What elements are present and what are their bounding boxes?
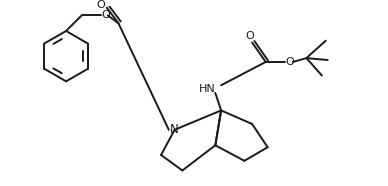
Text: N: N xyxy=(170,123,179,136)
Text: O: O xyxy=(97,0,106,10)
Text: HN: HN xyxy=(199,84,216,94)
Text: O: O xyxy=(286,57,294,67)
Text: O: O xyxy=(101,10,110,20)
Text: O: O xyxy=(246,31,255,41)
